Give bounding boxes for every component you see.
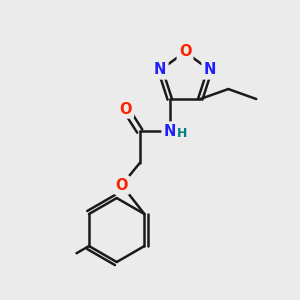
- Text: N: N: [154, 62, 167, 77]
- Text: O: O: [179, 44, 191, 59]
- Text: N: N: [203, 62, 216, 77]
- Text: O: O: [119, 101, 132, 116]
- Text: O: O: [116, 178, 128, 193]
- Text: N: N: [164, 124, 176, 139]
- Text: H: H: [176, 127, 187, 140]
